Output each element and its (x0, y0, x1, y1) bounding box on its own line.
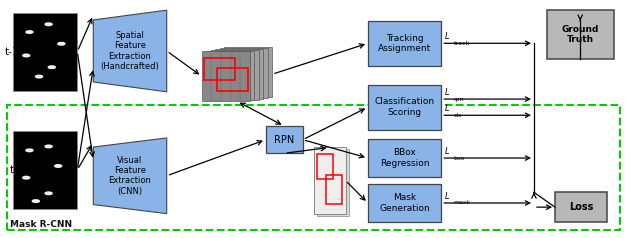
Text: L: L (445, 32, 449, 41)
Circle shape (45, 145, 52, 148)
FancyBboxPatch shape (13, 13, 77, 91)
FancyBboxPatch shape (368, 139, 442, 177)
Text: Mask
Generation: Mask Generation (380, 193, 430, 213)
Text: track: track (454, 41, 470, 46)
Text: cls: cls (454, 113, 462, 118)
Text: RPN: RPN (274, 135, 294, 145)
Text: Classification
Scoring: Classification Scoring (374, 98, 435, 117)
FancyBboxPatch shape (368, 184, 442, 222)
Circle shape (45, 192, 52, 195)
Text: rpn: rpn (454, 97, 464, 102)
Text: t-1: t-1 (4, 47, 19, 57)
Text: Visual
Feature
Extraction
(CNN): Visual Feature Extraction (CNN) (109, 156, 152, 196)
Circle shape (26, 31, 33, 33)
FancyBboxPatch shape (220, 48, 268, 98)
Text: box: box (454, 156, 465, 161)
Text: Spatial
Feature
Extraction
(Handcrafted): Spatial Feature Extraction (Handcrafted) (100, 31, 159, 71)
FancyBboxPatch shape (266, 126, 303, 153)
Text: L: L (445, 192, 449, 201)
FancyBboxPatch shape (202, 51, 250, 101)
Circle shape (48, 66, 55, 69)
Circle shape (23, 176, 29, 179)
FancyBboxPatch shape (368, 21, 442, 66)
Text: L: L (445, 147, 449, 156)
FancyBboxPatch shape (13, 131, 77, 209)
FancyBboxPatch shape (224, 47, 272, 97)
Text: Loss: Loss (569, 202, 593, 212)
Circle shape (58, 42, 65, 45)
FancyBboxPatch shape (317, 149, 349, 216)
Circle shape (26, 149, 33, 152)
Text: mask: mask (454, 200, 470, 205)
Text: Tracking
Assignment: Tracking Assignment (378, 34, 431, 53)
Polygon shape (93, 138, 167, 214)
FancyBboxPatch shape (547, 10, 614, 59)
Circle shape (32, 200, 39, 202)
FancyBboxPatch shape (211, 50, 259, 99)
Circle shape (45, 23, 52, 25)
Text: Mask R-CNN: Mask R-CNN (10, 220, 72, 229)
Circle shape (23, 54, 29, 57)
Polygon shape (93, 10, 167, 92)
Text: L: L (445, 88, 449, 97)
Text: Ground
Truth: Ground Truth (561, 25, 599, 44)
Circle shape (54, 165, 61, 167)
Text: t: t (10, 165, 14, 175)
FancyBboxPatch shape (215, 49, 263, 99)
FancyBboxPatch shape (368, 85, 442, 130)
FancyBboxPatch shape (555, 192, 607, 222)
FancyBboxPatch shape (314, 147, 346, 214)
Text: L: L (445, 104, 449, 113)
Circle shape (35, 75, 42, 78)
FancyBboxPatch shape (206, 50, 254, 100)
Text: BBox
Regression: BBox Regression (380, 148, 429, 168)
